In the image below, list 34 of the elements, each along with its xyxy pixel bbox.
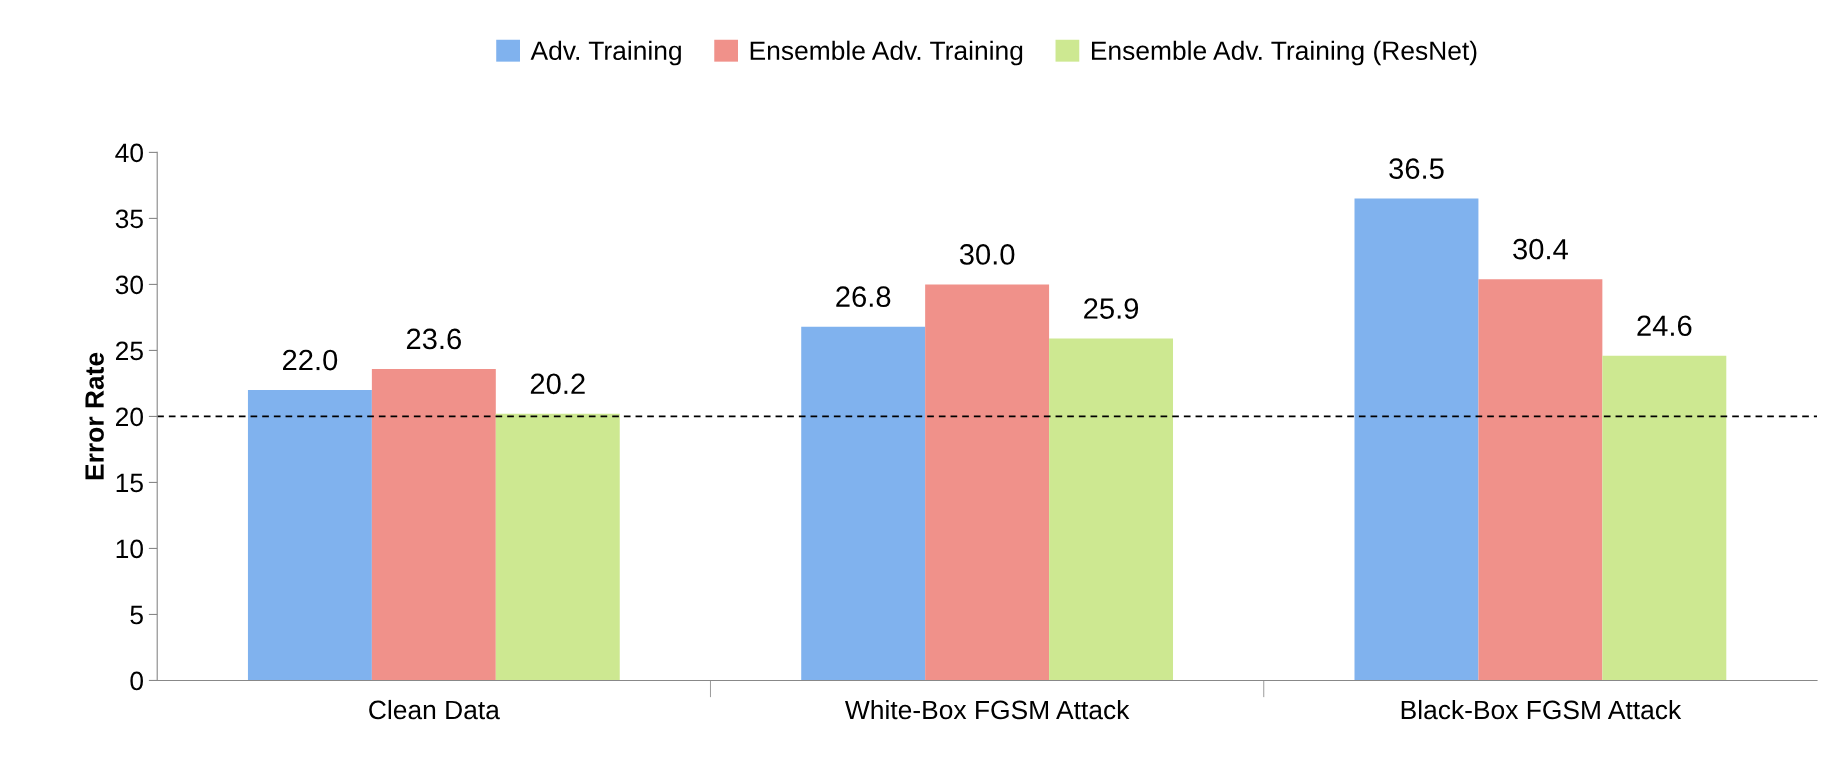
- data-label: 23.6: [406, 328, 461, 350]
- data-label: 26.8: [836, 286, 891, 308]
- y-tick-label: 20: [115, 407, 143, 427]
- data-label: 20.2: [530, 373, 585, 395]
- data-label: 24.6: [1637, 315, 1692, 337]
- legend-label: Ensemble Adv. Training: [750, 40, 1023, 66]
- y-tick-label: 25: [115, 341, 143, 361]
- x-tick-label: White-Box FGSM Attack: [845, 699, 1130, 720]
- legend-label: Adv. Training: [530, 40, 681, 66]
- data-label: 30.0: [959, 244, 1015, 265]
- bar: [925, 284, 1050, 681]
- x-tick-label: Black-Box FGSM Attack: [1401, 699, 1682, 720]
- data-label: 22.0: [283, 349, 338, 371]
- bar: [801, 326, 926, 681]
- y-tick-label: 0: [130, 671, 143, 691]
- bar: [1354, 198, 1479, 681]
- legend-label: Ensemble Adv. Training (ResNet): [1092, 40, 1477, 66]
- y-axis-title: Error Rate: [85, 352, 104, 480]
- bar: [1602, 355, 1727, 681]
- y-tick-label: 5: [130, 605, 143, 625]
- y-tick-label: 35: [115, 209, 143, 229]
- data-label: 30.4: [1513, 238, 1568, 260]
- bar: [1478, 279, 1603, 681]
- bar: [371, 368, 496, 681]
- x-tick-label: Clean Data: [369, 699, 500, 720]
- y-tick-label: 30: [115, 275, 143, 295]
- y-tick-label: 10: [116, 539, 143, 559]
- y-tick-label: 15: [116, 473, 143, 493]
- bar: [247, 390, 372, 681]
- y-tick-label: 40: [115, 143, 143, 163]
- data-label: 25.9: [1084, 298, 1139, 319]
- data-label: 36.5: [1389, 158, 1444, 179]
- bar: [1049, 338, 1174, 681]
- bar: [495, 413, 620, 681]
